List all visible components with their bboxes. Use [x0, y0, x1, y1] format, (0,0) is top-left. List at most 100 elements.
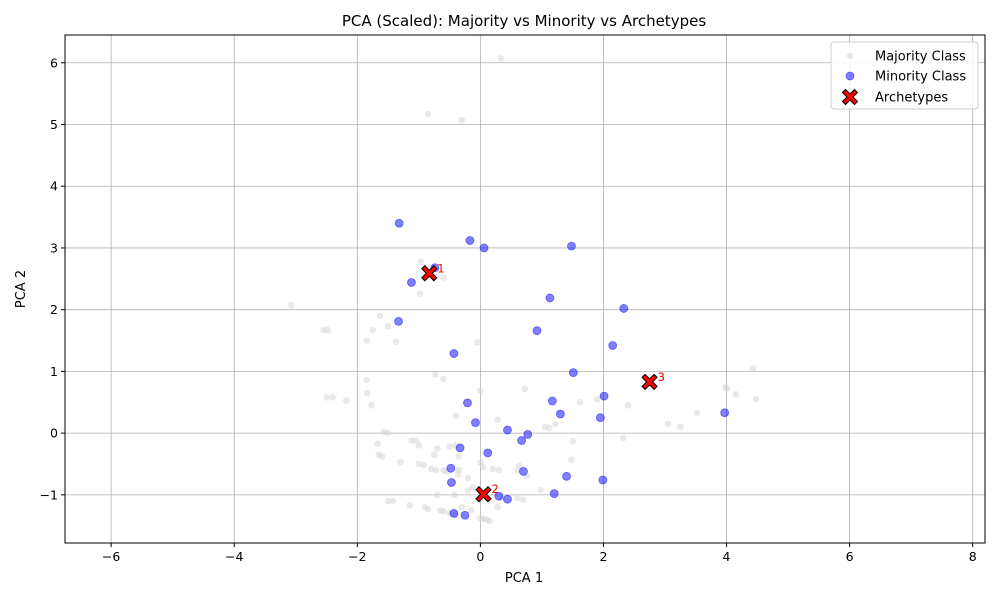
minority-class-point: [567, 241, 576, 251]
y-axis-label: PCA 2: [14, 270, 29, 308]
minority-class-point: [568, 368, 578, 378]
majority-class-point: [432, 466, 440, 474]
majority-class-point: [288, 302, 295, 309]
majority-class-point: [376, 312, 384, 320]
minority-class-point: [483, 448, 493, 458]
minority-class-point: [599, 391, 609, 401]
majority-class-point: [749, 365, 757, 372]
x-tick-label: 6: [846, 549, 854, 564]
majority-class-point: [323, 394, 330, 401]
majority-class-point: [420, 461, 428, 469]
majority-class-point: [464, 487, 472, 494]
minority-class-point: [562, 471, 571, 481]
legend-label: Archetypes: [875, 91, 948, 106]
archetype-points: [421, 265, 658, 503]
majority-class-point: [342, 397, 350, 404]
majority-class-point: [412, 437, 420, 444]
archetype-marker: [641, 373, 658, 391]
majority-class-point: [416, 290, 424, 297]
majority-class-point: [576, 398, 584, 406]
majority-class-point: [384, 429, 392, 437]
minority-class-point: [549, 489, 559, 499]
majority-class-point: [480, 463, 487, 471]
majority-class-point: [397, 458, 404, 466]
majority-class-point: [455, 453, 463, 460]
majority-class-point: [329, 394, 336, 401]
legend-marker-archetypes: [841, 88, 859, 106]
minority-class-point: [407, 278, 416, 287]
minority-class-point: [449, 508, 459, 518]
majority-class-point: [424, 505, 432, 513]
legend-box: [830, 41, 979, 110]
majority-class-point: [520, 496, 527, 504]
majority-class-point: [363, 389, 371, 397]
majority-class-point: [494, 416, 501, 423]
x-tick-label: 8: [969, 549, 977, 564]
y-tick-label: 4: [50, 179, 58, 194]
majority-class-point: [452, 412, 460, 420]
minority-class-point: [479, 243, 489, 253]
majority-class-point: [440, 508, 447, 515]
minority-class-point: [394, 317, 403, 326]
minority-class-point: [598, 475, 608, 485]
archetype-annotations: 1 2 3: [437, 261, 665, 496]
majority-class-point: [497, 55, 504, 62]
majority-class-point: [434, 491, 441, 499]
majority-class-points: [288, 55, 760, 525]
minority-class-point: [449, 349, 459, 358]
minority-class-point: [619, 304, 629, 313]
minority-class-point: [517, 436, 527, 445]
minority-class-point: [555, 409, 565, 419]
majority-class-point: [415, 442, 423, 449]
x-axis-label: PCA 1: [505, 571, 543, 586]
minority-class-points: [394, 218, 730, 520]
majority-class-point: [384, 323, 392, 330]
minority-class-point: [394, 218, 404, 228]
majority-class-point: [469, 484, 477, 491]
legend-label: Minority Class: [875, 70, 966, 85]
majority-class-point: [374, 440, 381, 447]
y-tick-label: 2: [50, 302, 58, 317]
majority-class-point: [451, 491, 458, 499]
majority-class-point: [732, 390, 740, 398]
minority-class-point: [720, 408, 730, 418]
majority-class-point: [363, 337, 370, 344]
x-tick-label: 0: [476, 549, 484, 564]
x-tick-label: 2: [599, 549, 607, 564]
majority-class-point: [514, 494, 521, 502]
majority-class-point: [495, 466, 503, 474]
majority-class-point: [677, 423, 684, 431]
majority-class-point: [546, 424, 553, 432]
minority-class-point: [446, 463, 456, 473]
y-tick-label: 5: [50, 117, 58, 132]
minority-class-point: [519, 466, 528, 476]
minority-class-point: [595, 413, 605, 423]
majority-class-point: [384, 497, 392, 505]
majority-class-point: [486, 517, 493, 525]
majority-class-point: [552, 420, 559, 428]
x-tick-label: −4: [225, 549, 243, 564]
majority-class-point: [723, 385, 731, 392]
majority-class-point: [324, 326, 332, 334]
x-tick-label: −2: [348, 549, 366, 564]
legend-marker-minority: [845, 71, 855, 81]
minority-class-point: [494, 491, 504, 501]
majority-class-point: [440, 274, 447, 281]
majority-class-point: [389, 497, 397, 505]
majority-class-point: [521, 385, 528, 392]
majority-class-point: [464, 474, 472, 482]
archetype-marker: [475, 486, 492, 503]
majority-class-point: [537, 486, 544, 494]
minority-class-point: [523, 429, 533, 439]
majority-class-point: [568, 456, 575, 463]
minority-class-point: [463, 398, 472, 408]
minority-class-point: [503, 425, 512, 435]
minority-class-point: [455, 443, 465, 453]
majority-class-point: [378, 453, 386, 460]
y-tick-label: 0: [50, 426, 58, 441]
majority-class-point: [430, 451, 438, 459]
minority-class-point: [447, 478, 456, 487]
majority-class-point: [477, 387, 484, 394]
majority-class-point: [467, 506, 475, 514]
